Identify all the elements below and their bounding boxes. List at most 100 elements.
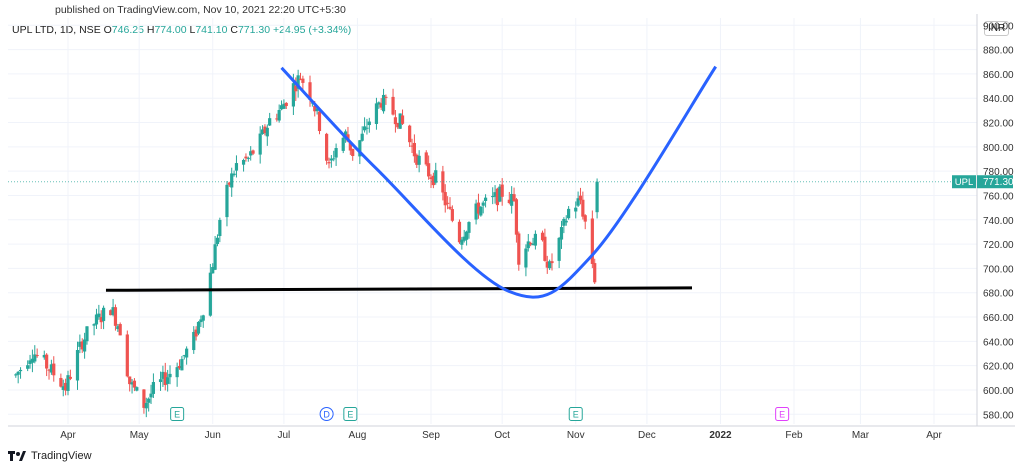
candle-body: [498, 186, 502, 202]
candle-body: [185, 348, 189, 358]
y-tick-label: 860.00: [983, 70, 1014, 81]
candle-body: [358, 140, 362, 157]
candle-body: [213, 244, 217, 270]
x-tick-label: Apr: [926, 430, 942, 441]
candle-body: [329, 158, 333, 161]
candle-body: [99, 317, 103, 323]
currency-badge[interactable]: INR: [984, 21, 1010, 36]
price-tag-value: 771.30: [983, 177, 1014, 188]
y-tick-label: 660.00: [983, 313, 1014, 324]
candle-body: [443, 192, 447, 206]
candle-body: [531, 243, 535, 246]
candle-body: [28, 360, 32, 364]
candle-body: [45, 354, 49, 369]
candle-body: [474, 203, 478, 220]
candle-body: [567, 208, 571, 219]
candle-body: [49, 364, 53, 373]
candle-body: [495, 188, 500, 206]
candle-body: [400, 115, 405, 124]
close-label: C: [230, 24, 238, 36]
candle-body: [52, 363, 56, 376]
candle-body: [578, 195, 583, 201]
symbol-tag-box: [952, 175, 976, 189]
candle-body: [446, 202, 450, 204]
candle-body: [208, 272, 212, 316]
candle-body: [66, 375, 70, 391]
open-value: 746.25: [111, 24, 144, 36]
candle-body: [64, 382, 68, 391]
candle-body: [111, 307, 115, 315]
y-tick-label: 800.00: [983, 143, 1014, 154]
x-tick-label: 2022: [709, 430, 732, 441]
x-tick-label: Apr: [60, 430, 76, 441]
y-tick-label: 680.00: [983, 289, 1014, 300]
candle-body: [161, 371, 165, 379]
candle-body: [327, 162, 331, 164]
candle-body: [291, 83, 295, 107]
x-tick-label: Oct: [494, 430, 510, 441]
candle-body: [514, 199, 519, 235]
candle-body: [384, 96, 388, 98]
candle-body: [244, 156, 248, 159]
candle-body: [313, 105, 317, 112]
candle-body: [500, 184, 504, 197]
candle-body: [230, 173, 234, 188]
candle-body: [168, 373, 172, 378]
candle-body: [42, 354, 46, 358]
x-tick-label: Mar: [852, 430, 870, 441]
candle-body: [550, 261, 554, 264]
candle-body: [249, 151, 253, 156]
candle-body: [149, 393, 153, 398]
candle-body: [429, 177, 433, 180]
candle-body: [367, 121, 371, 126]
candle-body: [246, 157, 250, 159]
event-marker-label: E: [174, 410, 180, 420]
candle-body: [351, 148, 355, 156]
candle-body: [298, 78, 303, 80]
candle-body: [593, 263, 597, 283]
candle-body: [194, 329, 198, 337]
candle-body: [491, 196, 495, 198]
candle-body: [59, 377, 63, 387]
candle-body: [142, 389, 146, 408]
candle-body: [196, 321, 201, 334]
symbol-legend: UPL LTD, 1D, NSE O746.25 H774.00 L741.10…: [12, 24, 351, 36]
event-marker-label: E: [573, 410, 579, 420]
open-label: O: [103, 24, 112, 36]
candle-body: [192, 331, 196, 351]
candle-body: [507, 199, 511, 204]
candle-body: [332, 158, 336, 160]
candle-body: [517, 233, 521, 265]
price-tag-box: [977, 175, 1013, 189]
candle-body: [33, 354, 37, 362]
candle-body: [78, 341, 82, 347]
candle-body: [92, 324, 96, 326]
candle-body: [101, 307, 106, 322]
candle-body: [524, 248, 528, 268]
y-tick-label: 820.00: [983, 119, 1014, 130]
candle-body: [180, 359, 184, 371]
candle-body: [562, 218, 566, 226]
candle-body: [61, 386, 65, 390]
candle-body: [427, 163, 431, 177]
x-tick-label: Jul: [278, 430, 291, 441]
candle-body: [481, 202, 485, 206]
candle-body: [450, 209, 454, 221]
candle-body: [362, 126, 367, 131]
candle-body: [441, 171, 445, 193]
candle-body: [377, 102, 381, 105]
candle-body: [241, 159, 246, 165]
candle-body: [448, 206, 452, 209]
candle-body: [128, 376, 132, 385]
candle-body: [583, 215, 587, 222]
symbol-title: UPL LTD, 1D, NSE: [12, 24, 101, 36]
candle-body: [529, 242, 533, 245]
cup-curve: [280, 65, 717, 299]
candle-body: [14, 374, 18, 376]
candle-body: [260, 129, 265, 134]
candle-body: [460, 239, 464, 245]
y-tick-label: 760.00: [983, 191, 1014, 202]
candle-body: [434, 170, 438, 183]
candle-body: [412, 142, 416, 157]
